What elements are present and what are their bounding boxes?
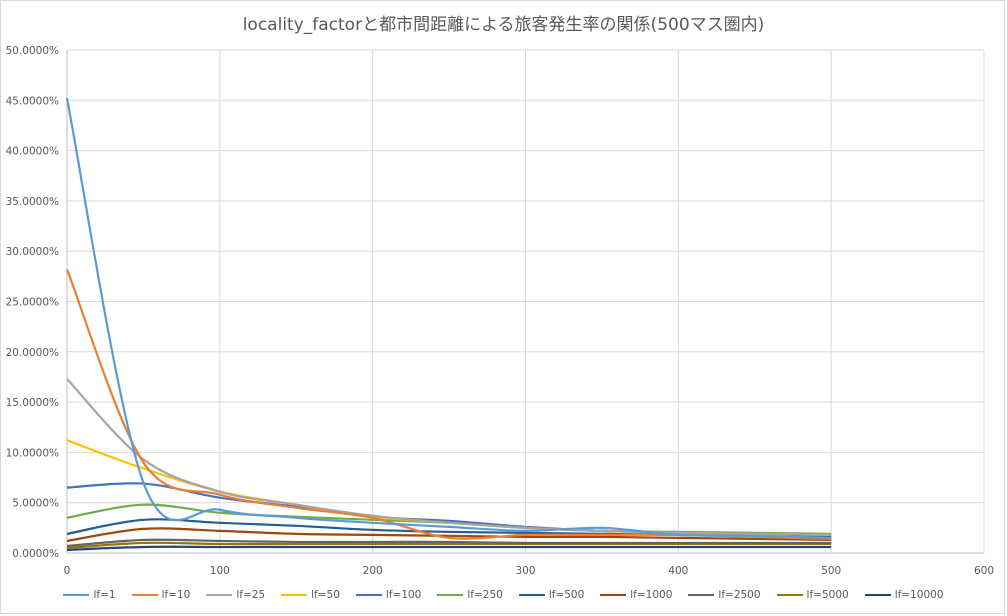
y-tick-label: 25.0000% (6, 297, 59, 309)
legend-item-lf-5000: lf=5000 (776, 589, 849, 601)
y-tick-label: 15.0000% (6, 397, 59, 409)
y-tick-label: 20.0000% (6, 347, 59, 359)
legend-swatch (281, 594, 308, 596)
legend-swatch (688, 594, 715, 596)
y-tick-label: 0.0000% (12, 548, 59, 560)
legend-item-lf-10: lf=10 (131, 589, 191, 601)
legend-label: lf=1 (93, 589, 116, 601)
y-tick-label: 40.0000% (6, 146, 59, 158)
x-tick-label: 400 (668, 565, 688, 577)
legend-label: lf=2500 (718, 589, 761, 601)
legend-item-lf-25: lf=25 (206, 589, 265, 601)
legend-label: lf=10000 (894, 589, 944, 601)
x-tick-label: 100 (210, 565, 230, 577)
x-tick-label: 200 (363, 565, 383, 577)
legend-swatch (63, 594, 90, 596)
x-tick-label: 600 (974, 565, 994, 577)
legend-label: lf=500 (548, 589, 585, 601)
y-tick-label: 35.0000% (6, 196, 59, 208)
gridlines (66, 49, 985, 554)
series-line-lf-25 (66, 378, 832, 536)
chart-title: locality_factorと都市間距離による旅客発生率の関係(500マス圏内… (242, 15, 765, 35)
legend-label: lf=100 (385, 589, 422, 601)
series-line-lf-1 (65, 98, 832, 540)
x-tick-label: 300 (515, 565, 535, 577)
series-line-lf-10000 (66, 545, 832, 552)
legend-swatch (776, 594, 803, 596)
legend-swatch (864, 594, 891, 596)
series-line-lf-1000 (66, 527, 832, 543)
legend: lf=1 lf=10 lf=25 lf=50 lf=100 lf=250 lf=500 lf=… (0, 589, 1007, 601)
series-line-lf-2500 (66, 538, 832, 548)
legend-item-lf-2500: lf=2500 (688, 589, 761, 601)
legend-swatch (600, 594, 627, 596)
legend-label: lf=1000 (630, 589, 673, 601)
y-tick-label: 50.0000% (6, 45, 59, 57)
legend-swatch (355, 594, 382, 596)
y-tick-label: 5.0000% (12, 498, 59, 510)
legend-item-lf-500: lf=500 (518, 589, 585, 601)
x-tick-label: 500 (821, 565, 841, 577)
legend-swatch (518, 594, 545, 596)
y-tick-label: 30.0000% (6, 246, 59, 258)
legend-item-lf-1000: lf=1000 (600, 589, 672, 601)
legend-label: lf=50 (311, 589, 340, 601)
legend-swatch (206, 594, 233, 596)
y-tick-label: 10.0000% (6, 447, 59, 459)
series-line-lf-10 (65, 268, 832, 541)
legend-label: lf=5000 (806, 589, 849, 601)
legend-label: lf=250 (467, 589, 503, 601)
legend-label: lf=10 (161, 589, 191, 601)
legend-swatch (131, 594, 158, 596)
legend-swatch (437, 594, 464, 596)
data-series (65, 98, 832, 552)
legend-label: lf=25 (236, 589, 266, 601)
y-axis-tick-labels: 0.0000% 5.0000% 10.0000% 15.0000% 20.0000% 25… (6, 45, 59, 560)
legend-item-lf-10000: lf=10000 (864, 589, 944, 601)
x-axis-tick-labels: 0 100 200 300 400 500 600 (64, 565, 994, 577)
legend-item-lf-1: lf=1 (63, 589, 116, 601)
y-tick-label: 45.0000% (6, 95, 59, 107)
x-tick-label: 0 (64, 565, 71, 577)
legend-item-lf-100: lf=100 (355, 589, 422, 601)
legend-item-lf-50: lf=50 (281, 589, 340, 601)
legend-item-lf-250: lf=250 (437, 589, 503, 601)
